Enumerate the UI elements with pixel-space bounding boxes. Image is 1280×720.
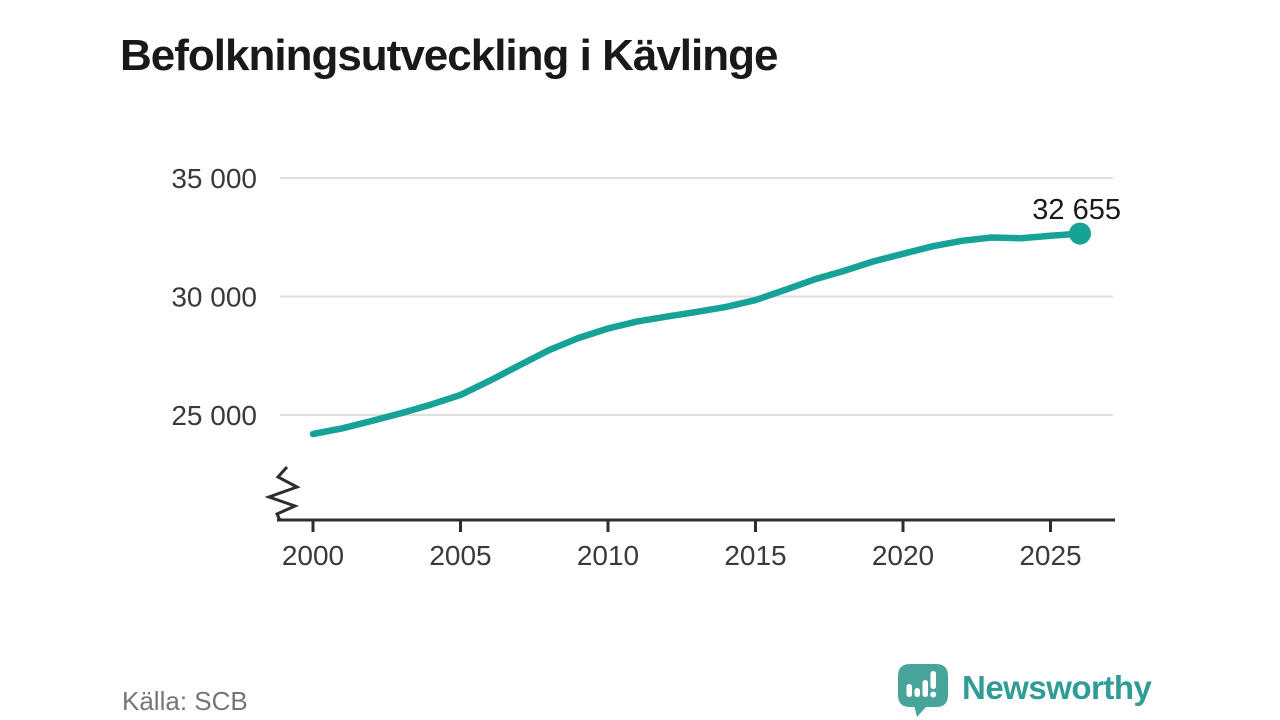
newsworthy-logo-text: Newsworthy — [962, 668, 1152, 706]
svg-text:25 000: 25 000 — [171, 400, 257, 431]
end-point-marker — [1069, 222, 1091, 245]
newsworthy-logo: Newsworthy — [897, 663, 1152, 717]
svg-text:2020: 2020 — [872, 540, 934, 571]
y-axis-labels: 25 000 30 000 35 000 — [171, 163, 257, 431]
svg-text:2015: 2015 — [724, 540, 786, 571]
population-line — [309, 230, 1084, 438]
end-value-label: 32 655 — [1032, 194, 1121, 226]
svg-text:35 000: 35 000 — [171, 163, 257, 194]
svg-text:2025: 2025 — [1019, 540, 1081, 571]
y-gridlines — [280, 177, 1113, 416]
source-note: Källa: SCB — [122, 686, 248, 716]
svg-text:2010: 2010 — [577, 540, 639, 571]
x-axis — [264, 465, 1115, 522]
x-axis-labels: 2000 2005 2010 2015 2020 2025 — [282, 540, 1082, 571]
bar-chart-speech-bubble-icon — [898, 664, 948, 717]
x-axis-ticks — [311, 520, 1052, 532]
chart-title: Befolkningsutveckling i Kävlinge — [120, 31, 778, 81]
svg-text:2000: 2000 — [282, 540, 344, 571]
logo-bars — [906, 671, 937, 698]
axis-break-squiggle — [264, 465, 301, 521]
svg-text:2005: 2005 — [429, 540, 491, 571]
svg-text:30 000: 30 000 — [171, 282, 257, 313]
